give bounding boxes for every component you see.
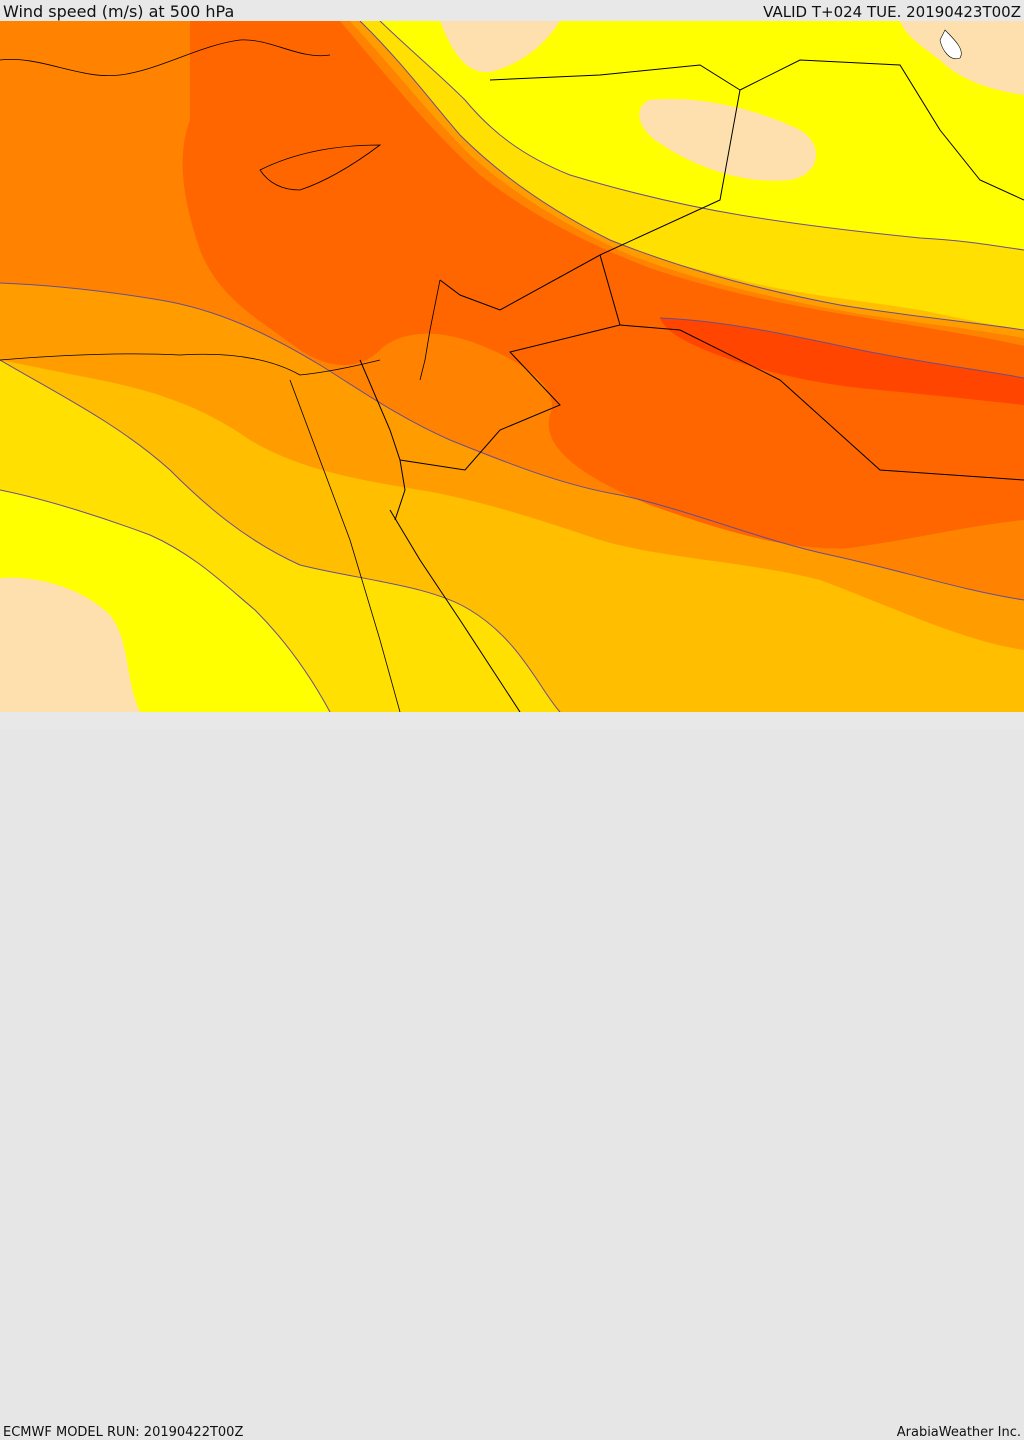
coastlines [0, 39, 441, 712]
header-bar: Wind speed (m/s) at 500 hPa VALID T+024 … [0, 0, 1024, 21]
caspian-water [939, 29, 962, 60]
footer-bar: ECMWF MODEL RUN: 20190422T00Z ArabiaWeat… [0, 712, 1024, 1440]
contour-band-7 [660, 318, 1024, 405]
calm-zone-north-2 [639, 99, 817, 181]
valid-time: VALID T+024 TUE. 20190423T00Z [763, 3, 1021, 21]
contour-band-6 [182, 21, 1024, 549]
model-run-label: ECMWF MODEL RUN: 20190422T00Z [3, 1425, 244, 1440]
calm-zone-ne [900, 21, 1024, 95]
credit-label: ArabiaWeather Inc. [896, 1425, 1021, 1440]
calm-zone-sw [0, 577, 140, 712]
isotach-lines [0, 21, 1024, 712]
country-borders [359, 59, 1024, 712]
calm-zone-north [440, 21, 560, 73]
map-title: Wind speed (m/s) at 500 hPa [3, 2, 235, 21]
wind-speed-map[interactable] [0, 21, 1024, 712]
